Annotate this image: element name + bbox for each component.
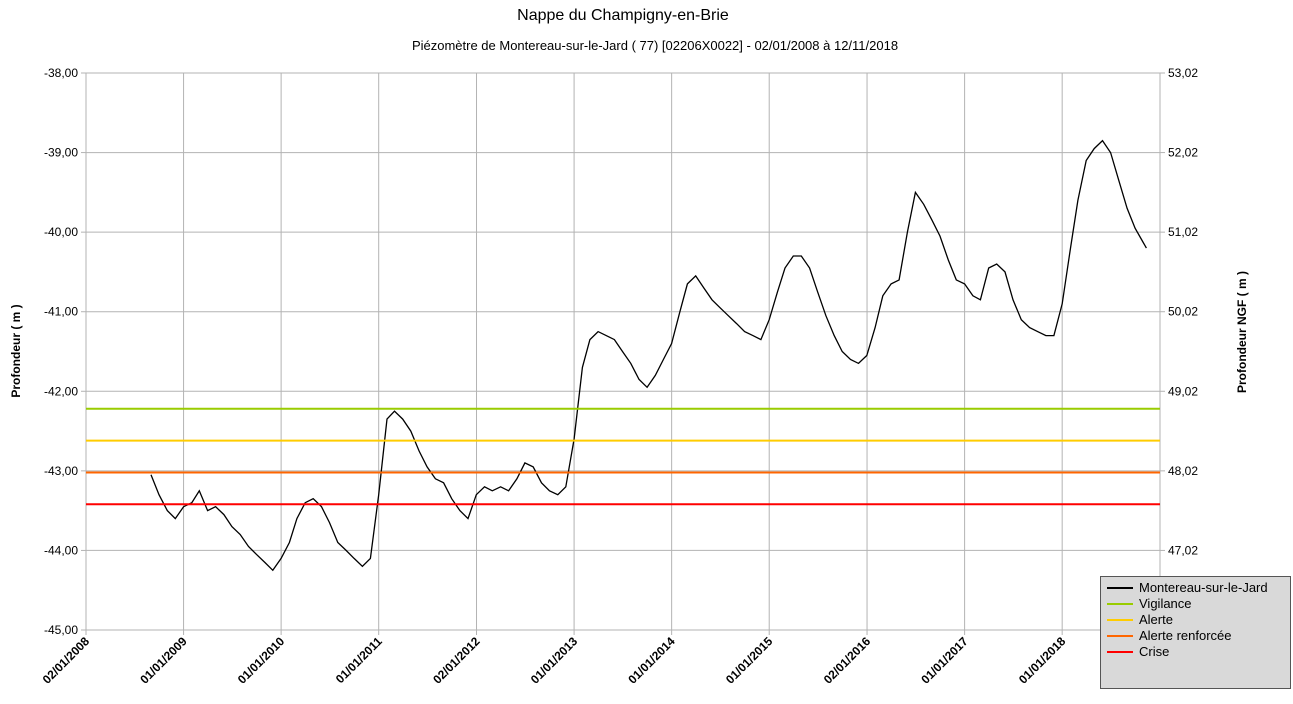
legend-label: Crise [1139, 644, 1170, 659]
y2-tick-label: 50,02 [1168, 305, 1198, 319]
x-tick-label: 01/01/2015 [723, 634, 776, 687]
y2-tick-label: 49,02 [1168, 384, 1198, 398]
legend-entry: Crise [1105, 645, 1286, 659]
legend-label: Alerte renforcée [1139, 628, 1232, 643]
legend-entry: Alerte [1105, 613, 1286, 627]
legend-swatch [1107, 619, 1133, 621]
y-tick-label: -43,00 [44, 464, 78, 478]
y2-axis-label: Profondeur NGF ( m ) [1235, 271, 1249, 393]
y2-tick-label: 48,02 [1168, 464, 1198, 478]
x-tick-label: 01/01/2014 [625, 634, 678, 687]
x-tick-label: 01/01/2013 [528, 634, 581, 687]
x-tick-label: 02/01/2012 [430, 634, 483, 687]
legend-entry: Vigilance [1105, 597, 1286, 611]
y-axis-label: Profondeur ( m ) [9, 304, 23, 397]
x-tick-label: 01/01/2011 [333, 634, 385, 686]
legend-swatch [1107, 603, 1133, 605]
y2-tick-label: 47,02 [1168, 543, 1198, 557]
data-line [150, 139, 1147, 572]
y-tick-label: -44,00 [44, 543, 78, 557]
legend: Montereau-sur-le-Jard Vigilance Alerte Aler… [1100, 576, 1291, 689]
y2-tick-label: 52,02 [1168, 146, 1198, 160]
y-tick-label: -41,00 [44, 305, 78, 319]
legend-swatch [1107, 651, 1133, 653]
x-tick-label: 02/01/2008 [40, 634, 93, 687]
x-tick-label: 01/01/2018 [1016, 634, 1069, 687]
y-tick-label: -42,00 [44, 384, 78, 398]
x-tick-label: 01/01/2009 [137, 634, 190, 687]
y2-tick-label: 53,02 [1168, 66, 1198, 80]
legend-entry: Montereau-sur-le-Jard [1105, 581, 1286, 595]
y-tick-label: -40,00 [44, 225, 78, 239]
legend-label: Vigilance [1139, 596, 1192, 611]
y-tick-label: -45,00 [44, 623, 78, 637]
y-tick-label: -39,00 [44, 146, 78, 160]
plot-frame [85, 72, 1161, 631]
chart-title: Nappe du Champigny-en-Brie [517, 7, 729, 24]
legend-swatch [1107, 587, 1133, 589]
legend-label: Alerte [1139, 612, 1173, 627]
legend-swatch [1107, 635, 1133, 637]
y-tick-label: -38,00 [44, 66, 78, 80]
legend-entry: Alerte renforcée [1105, 629, 1286, 643]
x-tick-label: 02/01/2016 [821, 634, 874, 687]
chart-subtitle: Piézomètre de Montereau-sur-le-Jard ( 77… [412, 38, 898, 53]
legend-label: Montereau-sur-le-Jard [1139, 580, 1268, 595]
x-tick-label: 01/01/2010 [235, 634, 288, 687]
y2-tick-label: 51,02 [1168, 225, 1198, 239]
x-tick-label: 01/01/2017 [918, 634, 971, 687]
